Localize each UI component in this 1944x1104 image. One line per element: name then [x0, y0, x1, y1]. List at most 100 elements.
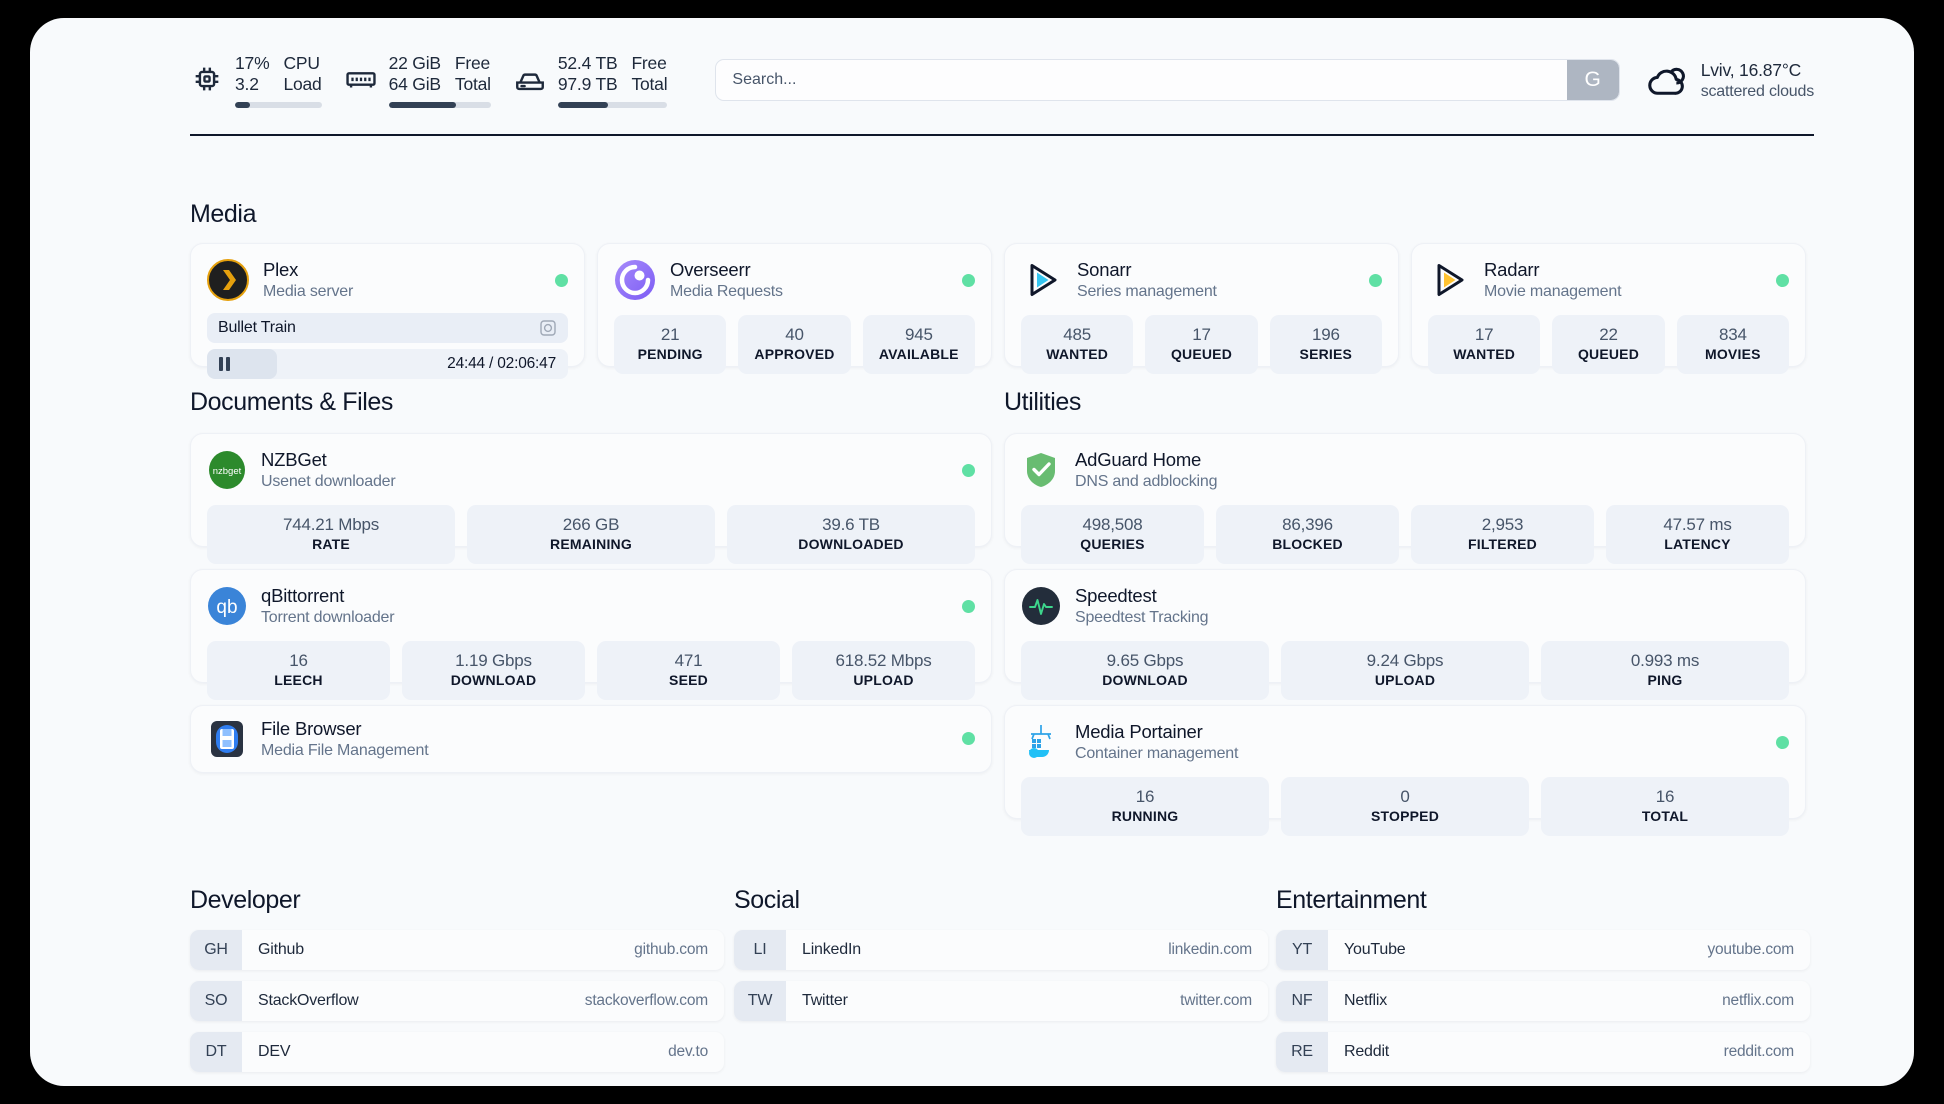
stat-wanted: 485 WANTED: [1021, 315, 1134, 374]
speedtest-icon: [1021, 586, 1061, 626]
cloud-icon: [1646, 61, 1688, 99]
overseerr-desc: Media Requests: [670, 283, 783, 300]
bookmark-abbr: RE: [1276, 1032, 1328, 1072]
stat-value: 39.6 TB: [822, 515, 880, 534]
bookmark-name: Twitter: [802, 992, 848, 1009]
cpu-label-top: CPU: [283, 52, 320, 73]
cast-icon[interactable]: [539, 319, 557, 337]
nzbget-name: NZBGet: [261, 449, 327, 470]
adguard-name: AdGuard Home: [1075, 449, 1202, 470]
stat-upload: 618.52 Mbps UPLOAD: [792, 641, 975, 700]
stat-label: QUEUED: [1577, 346, 1640, 362]
adguard-shield-icon: [1021, 450, 1061, 490]
search-provider-button[interactable]: G: [1566, 60, 1619, 100]
stat-label: DOWNLOADED: [798, 536, 904, 552]
service-card-filebrowser[interactable]: File Browser Media File Management: [190, 705, 992, 773]
stat-pending: 21 PENDING: [614, 315, 727, 374]
bookmark-group-developer: Developer GH Github github.com SO StackO…: [190, 886, 724, 1072]
section-title-documents: Documents & Files: [190, 388, 393, 416]
stat-value: 86,396: [1282, 515, 1333, 534]
nzbget-desc: Usenet downloader: [261, 473, 396, 490]
stat-label: QUERIES: [1080, 536, 1145, 552]
qbittorrent-name: qBittorrent: [261, 585, 345, 606]
service-card-sonarr[interactable]: Sonarr Series management 485 WANTED 17 Q…: [1004, 243, 1399, 374]
bookmark-url: stackoverflow.com: [584, 992, 708, 1009]
bookmark-item-linkedin[interactable]: LI LinkedIn linkedin.com: [734, 930, 1268, 970]
bookmark-item-dev[interactable]: DT DEV dev.to: [190, 1032, 724, 1072]
stat-label: LEECH: [274, 672, 323, 688]
stat-value: 744.21 Mbps: [282, 515, 380, 534]
stat-value: 945: [904, 325, 933, 344]
nzbget-stats: 744.21 Mbps RATE 266 GB REMAINING 39.6 T…: [207, 505, 975, 564]
bookmark-name: StackOverflow: [258, 992, 359, 1009]
stat-series: 196 SERIES: [1269, 315, 1382, 374]
service-card-adguard[interactable]: AdGuard Home DNS and adblocking 498,508 …: [1004, 433, 1806, 564]
portainer-icon: [1021, 722, 1061, 762]
radarr-icon: [1428, 259, 1470, 301]
plex-now-playing: Bullet Train: [207, 313, 568, 343]
memory-usage-bar: [388, 101, 491, 108]
cpu-usage-value: 17%: [235, 52, 270, 73]
stat-label: REMAINING: [550, 536, 632, 552]
stat-available: 945 AVAILABLE: [862, 315, 975, 374]
service-card-nzbget[interactable]: nzbget NZBGet Usenet downloader 744.21 M…: [190, 433, 992, 564]
bookmark-item-stackoverflow[interactable]: SO StackOverflow stackoverflow.com: [190, 981, 724, 1021]
stat-value: 9.24 Gbps: [1366, 651, 1444, 670]
portainer-name: Media Portainer: [1075, 721, 1203, 742]
stat-value: 1.19 Gbps: [455, 651, 532, 670]
stat-label: TOTAL: [1641, 808, 1689, 824]
stat-total: 16 TOTAL: [1541, 777, 1789, 836]
stat-label: BLOCKED: [1272, 536, 1343, 552]
stat-upload: 9.24 Gbps UPLOAD: [1281, 641, 1529, 700]
nzbget-status-dot: [962, 463, 975, 477]
stat-label: PING: [1647, 672, 1683, 688]
bookmark-abbr: YT: [1276, 930, 1328, 970]
service-card-radarr[interactable]: Radarr Movie management 17 WANTED 22 QUE…: [1411, 243, 1806, 374]
stat-queued: 22 QUEUED: [1552, 315, 1665, 374]
stat-downloaded: 39.6 TB DOWNLOADED: [727, 505, 975, 564]
service-card-qbittorrent[interactable]: qb qBittorrent Torrent downloader 16 LEE…: [190, 569, 992, 700]
resource-disk: 52.4 TB 97.9 TB Free Total: [513, 53, 668, 108]
stat-blocked: 86,396 BLOCKED: [1216, 505, 1399, 564]
service-card-plex[interactable]: Plex Media server Bullet Train 24:44 / 0…: [190, 243, 585, 379]
bookmark-item-twitter[interactable]: TW Twitter twitter.com: [734, 981, 1268, 1021]
search-input[interactable]: [716, 71, 1567, 89]
stat-value: 196: [1311, 325, 1340, 344]
svg-text:nzbget: nzbget: [213, 466, 242, 477]
pause-icon[interactable]: [219, 357, 230, 371]
stat-label: RATE: [312, 536, 350, 552]
weather-location-temp: Lviv, 16.87°C: [1700, 59, 1802, 80]
stat-value: 17: [1192, 325, 1211, 344]
bookmark-item-github[interactable]: GH Github github.com: [190, 930, 724, 970]
cpu-label-bottom: Load: [283, 73, 322, 94]
service-card-speedtest[interactable]: Speedtest Speedtest Tracking 9.65 Gbps D…: [1004, 569, 1806, 700]
bookmark-item-netflix[interactable]: NF Netflix netflix.com: [1276, 981, 1810, 1021]
bookmark-item-reddit[interactable]: RE Reddit reddit.com: [1276, 1032, 1810, 1072]
stat-label: UPLOAD: [1374, 672, 1436, 688]
weather-widget[interactable]: Lviv, 16.87°C scattered clouds: [1646, 59, 1814, 102]
plex-progress-bar[interactable]: 24:44 / 02:06:47: [207, 349, 568, 379]
service-card-portainer[interactable]: Media Portainer Container management 16 …: [1004, 705, 1806, 836]
stat-label: QUEUED: [1170, 346, 1233, 362]
section-title-media: Media: [190, 200, 257, 228]
radarr-name: Radarr: [1484, 259, 1540, 280]
stat-value: 0.993 ms: [1630, 651, 1700, 670]
svg-text:qb: qb: [216, 597, 237, 618]
service-card-overseerr[interactable]: Overseerr Media Requests 21 PENDING 40 A…: [597, 243, 992, 374]
stat-label: APPROVED: [754, 346, 835, 362]
qbittorrent-desc: Torrent downloader: [261, 609, 395, 626]
bookmark-url: github.com: [634, 941, 708, 958]
bookmark-name: YouTube: [1344, 941, 1406, 958]
stat-label: RUNNING: [1111, 808, 1179, 824]
plex-icon: [207, 259, 249, 301]
stat-value: 2,953: [1481, 515, 1524, 534]
cpu-icon: [190, 62, 224, 96]
stat-label: DOWNLOAD: [1102, 672, 1188, 688]
memory-total-value: 64 GiB: [388, 73, 442, 94]
stat-value: 9.65 Gbps: [1106, 651, 1184, 670]
stat-label: SERIES: [1299, 346, 1353, 362]
disk-total-value: 97.9 TB: [557, 73, 618, 94]
bookmark-item-youtube[interactable]: YT YouTube youtube.com: [1276, 930, 1810, 970]
qbittorrent-status-dot: [962, 599, 975, 613]
resource-memory: 22 GiB 64 GiB Free Total: [344, 53, 491, 108]
